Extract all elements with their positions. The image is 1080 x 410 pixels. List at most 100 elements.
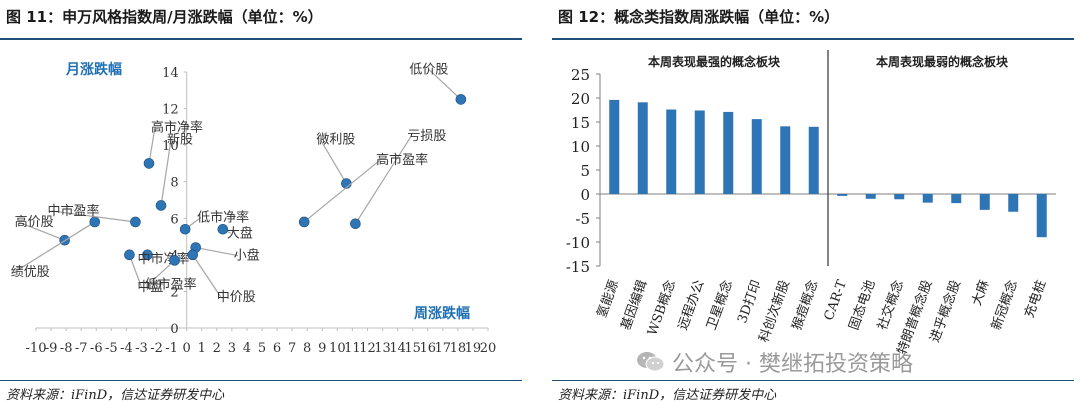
- point-label: 高市盈率: [376, 152, 428, 168]
- x-tick-label: 0: [183, 341, 191, 356]
- bottom-rule: [552, 380, 1074, 381]
- bar-chart: -15 -10 -5 0 5 10 15 20 25 本周表现最强的概念板块 本周表现最弱的概念板块…: [566, 50, 1056, 357]
- source-note: 资料来源：iFinD，信达证券研发中心: [6, 388, 225, 403]
- leader-line: [428, 68, 462, 100]
- point-label: 低市净率: [197, 209, 249, 225]
- bar: [894, 194, 905, 200]
- x-tick-label: -1: [165, 341, 178, 356]
- point-label: 高价股: [15, 214, 54, 230]
- wechat-icon: [637, 352, 665, 372]
- data-point: [155, 200, 167, 211]
- category-label: 3D打印: [735, 278, 764, 325]
- top-rule: [552, 38, 1074, 40]
- category-label: WSB概念: [644, 278, 679, 338]
- bar: [723, 111, 734, 194]
- point-label: 中价股: [217, 290, 256, 305]
- leader-line: [148, 127, 156, 164]
- y-tick-label: -5: [575, 210, 590, 228]
- y-tick-label: 8: [170, 176, 178, 191]
- data-point: [350, 218, 361, 230]
- x-tick-label: -5: [105, 341, 118, 356]
- bar: [666, 109, 677, 194]
- category-label: 远程办公: [676, 278, 708, 332]
- x-tick-label: 16: [419, 341, 436, 356]
- category-label: 基因编辑: [619, 278, 651, 332]
- bar: [979, 194, 990, 210]
- point-label: 小盘: [234, 248, 260, 264]
- data-point: [130, 216, 141, 228]
- leader-line: [14, 221, 96, 273]
- bar: [837, 194, 848, 196]
- x-tick-label: -9: [45, 341, 58, 356]
- x-tick-label: 6: [273, 341, 281, 356]
- right-figure-panel: 图 12：概念类指数周涨跌幅（单位：%） -15 -10 -5 0 5 10 15 20 25 本…: [552, 0, 1080, 410]
- data-point: [124, 249, 135, 261]
- y-tick-label: 10: [571, 138, 590, 156]
- y-tick-label: 2: [170, 285, 178, 300]
- point-label: 微利股: [316, 133, 355, 148]
- point-label: 中市净率: [137, 251, 189, 267]
- category-label: CAR-T: [822, 278, 850, 323]
- y-tick-label: 0: [170, 322, 178, 337]
- y-tick-label: 5: [580, 162, 590, 180]
- y-axis-title: 月涨跌幅: [65, 61, 122, 78]
- bar: [637, 102, 648, 194]
- x-tick-label: 1: [198, 341, 206, 356]
- group-label-weak: 本周表现最弱的概念板块: [876, 54, 1009, 69]
- data-point: [217, 223, 229, 235]
- leader-line: [354, 135, 412, 225]
- data-point: [455, 94, 467, 105]
- y-tick-label: -15: [566, 258, 590, 276]
- x-tick-label: -6: [90, 341, 103, 356]
- bar: [951, 194, 962, 204]
- y-tick-label: 0: [580, 186, 590, 204]
- x-tick-label: -2: [150, 341, 163, 356]
- watermark: 公众号 · 樊继拓投资策略: [636, 346, 913, 378]
- y-tick-label: 12: [162, 103, 179, 118]
- leader-line: [128, 254, 142, 288]
- y-tick-label: 25: [571, 66, 590, 84]
- figure-11-title: 图 11：申万风格指数周/月涨跌幅（单位：%）: [6, 8, 323, 26]
- data-point: [187, 249, 198, 261]
- y-tick-label: -10: [566, 234, 590, 252]
- category-label: 充电桩: [1021, 278, 1049, 320]
- point-label: 新股: [167, 131, 193, 147]
- leader-line: [148, 259, 176, 285]
- left-figure-panel: 图 11：申万风格指数周/月涨跌幅（单位：%） -10 -9 -8 -7 -6 -5 -4-…: [0, 0, 528, 410]
- point-label: 大盘: [227, 225, 253, 241]
- data-point: [298, 216, 310, 228]
- x-tick-label: 7: [288, 341, 296, 356]
- x-tick-label: 2: [213, 341, 221, 356]
- bar: [751, 119, 762, 194]
- point-label: 高市净率: [151, 119, 203, 135]
- point-label: 绩优股: [11, 265, 50, 280]
- bar: [808, 126, 819, 194]
- leader-line: [18, 221, 65, 241]
- y-tick-label: 20: [571, 90, 590, 108]
- x-tick-label: 10: [329, 341, 346, 356]
- source-note: 资料来源：iFinD，信达证券研发中心: [558, 388, 777, 403]
- figure-12-title: 图 12：概念类指数周涨跌幅（单位：%）: [558, 8, 840, 26]
- x-tick-label: -8: [60, 341, 73, 356]
- x-tick-label: 5: [258, 341, 266, 356]
- bottom-rule: [0, 380, 522, 381]
- x-tick-label: 9: [318, 341, 326, 356]
- category-label: 大麻: [970, 278, 993, 308]
- point-label: 低市盈率: [145, 276, 197, 292]
- x-tick-label: 20: [480, 341, 497, 356]
- category-label: 猴痘概念: [789, 278, 822, 332]
- bar: [780, 126, 791, 194]
- x-tick-label: 19: [465, 341, 482, 356]
- x-tick-label: 18: [450, 341, 467, 356]
- group-label-strong: 本周表现最强的概念板块: [648, 54, 781, 69]
- leader-line: [319, 139, 347, 184]
- point-label: 低价股: [409, 62, 448, 77]
- point-label: 中盘: [137, 279, 163, 295]
- x-tick-label: 13: [374, 341, 391, 356]
- leader-line: [303, 159, 381, 223]
- x-tick-label: 17: [435, 341, 452, 356]
- category-label: 氢能源: [595, 278, 622, 320]
- x-tick-label: 15: [404, 341, 421, 356]
- x-tick-label: 12: [359, 341, 376, 356]
- data-point: [169, 255, 180, 266]
